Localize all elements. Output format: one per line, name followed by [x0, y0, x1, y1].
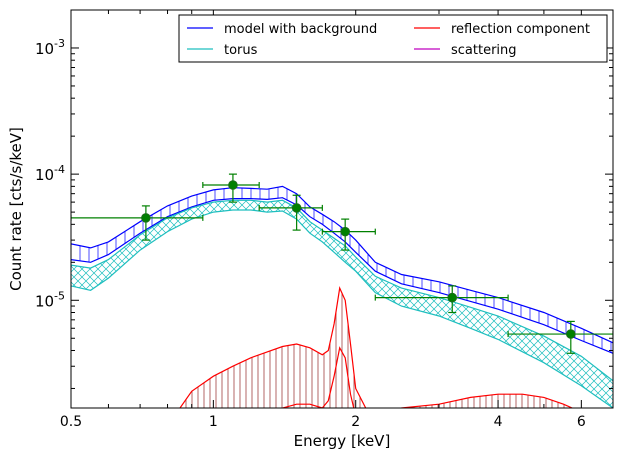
x-tick-label: 1 — [209, 414, 218, 430]
data-point-2 — [202, 173, 260, 203]
model-with-background-lower-line — [71, 197, 613, 354]
x-tick-label: 4 — [494, 414, 503, 430]
data-point-3 — [258, 194, 323, 231]
reflection-component-upper-line — [179, 286, 574, 408]
x-tick-label: 6 — [577, 414, 586, 430]
data-point-marker — [228, 180, 238, 190]
x-axis-label: Energy [keV] — [294, 432, 391, 450]
torus-hatch-line — [470, 200, 613, 408]
data-point-6 — [507, 320, 613, 354]
torus-hatch-line — [478, 200, 613, 408]
legend-label: model with background — [224, 22, 377, 37]
reflection-component-lower-line — [281, 346, 355, 408]
torus-hatch-line — [71, 200, 400, 408]
y-tick-label: 10-3 — [35, 37, 65, 58]
data-point-5 — [374, 285, 509, 314]
data-point-4 — [321, 218, 376, 251]
legend-label: scattering — [451, 43, 517, 58]
y-tick-label: 10-4 — [35, 163, 65, 184]
legend-label: torus — [224, 43, 258, 58]
data-point-marker — [340, 226, 350, 237]
y-tick-label: 10-5 — [35, 289, 65, 310]
legend: model with background torus reflection com… — [178, 14, 608, 63]
x-tick-label: 0.5 — [60, 414, 82, 430]
legend-item-reflection-component: reflection component — [414, 22, 590, 37]
torus-hatch-line — [462, 200, 613, 408]
legend-item-torus: torus — [187, 43, 258, 58]
data-point-marker — [291, 203, 302, 213]
legend-item-model-with-background: model with background — [187, 22, 377, 37]
model-with-background-upper-line — [71, 185, 613, 344]
torus-hatch-line — [454, 200, 613, 408]
y-axis-label: Count rate [cts/s/keV] — [7, 127, 25, 291]
data-point-marker — [566, 329, 576, 339]
legend-item-scattering: scattering — [414, 43, 517, 58]
plot-frame — [70, 9, 614, 409]
torus-lower-line — [71, 209, 613, 408]
legend-box — [178, 14, 608, 63]
torus-hatch-line — [438, 200, 613, 408]
x-tick-label: 2 — [351, 414, 360, 430]
torus-hatch-line — [446, 200, 613, 408]
data-point-marker — [447, 292, 458, 303]
data-point-1 — [71, 205, 204, 241]
legend-label: reflection component — [451, 22, 590, 37]
data-point-marker — [141, 213, 151, 223]
